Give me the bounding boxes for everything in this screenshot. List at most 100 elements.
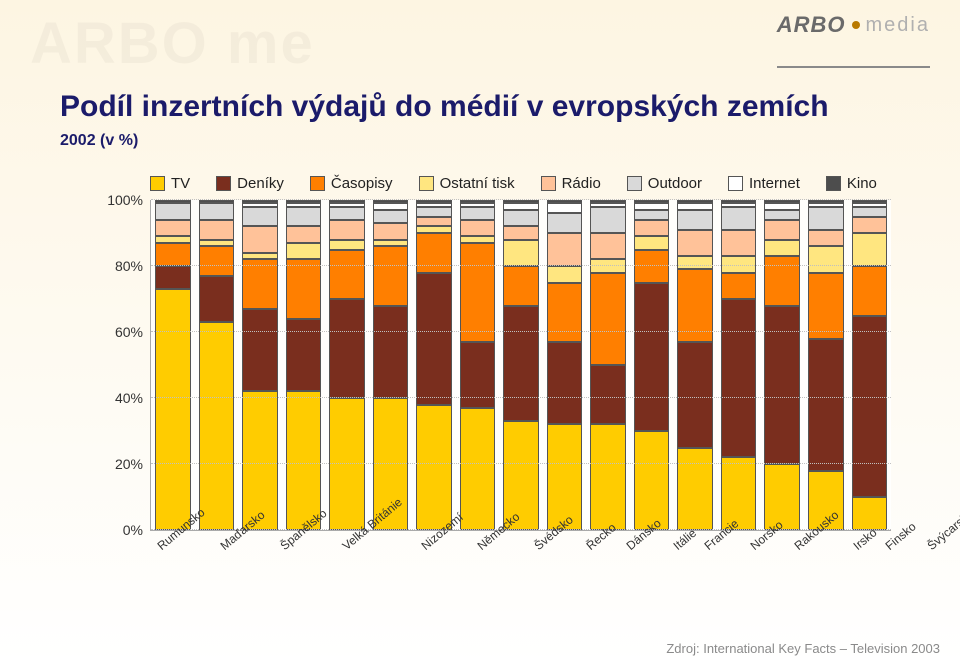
bar-segment xyxy=(808,207,844,230)
bar-column xyxy=(634,200,670,530)
bar-segment xyxy=(764,306,800,464)
bar-segment xyxy=(329,240,365,250)
brand-name: ARBO xyxy=(777,12,846,38)
bar-segment xyxy=(547,203,583,213)
gridline: 80% xyxy=(151,265,891,266)
bar-segment xyxy=(199,203,235,220)
legend-label: Outdoor xyxy=(648,175,702,192)
bar-segment xyxy=(286,226,322,243)
bar-segment xyxy=(764,256,800,306)
bar-segment xyxy=(460,236,496,243)
bar-segment xyxy=(416,226,452,233)
bar-segment xyxy=(329,398,365,530)
chart-x-labels: RumunskoMaďarskoŠpanělskoVelká BritánieN… xyxy=(150,534,890,548)
bar-segment xyxy=(677,203,713,210)
y-tick-label: 0% xyxy=(123,522,143,538)
legend-item: Deníky xyxy=(216,175,284,192)
bar-segment xyxy=(373,246,409,305)
bar-segment xyxy=(155,236,191,243)
bar-segment xyxy=(242,207,278,227)
bar-column xyxy=(547,200,583,530)
bar-column xyxy=(416,200,452,530)
bar-segment xyxy=(373,203,409,210)
bar-segment xyxy=(460,243,496,342)
bar-segment xyxy=(547,213,583,233)
bar-segment xyxy=(852,233,888,266)
bar-column xyxy=(677,200,713,530)
bar-segment xyxy=(416,405,452,530)
legend-item: Ostatní tisk xyxy=(419,175,515,192)
y-tick-label: 100% xyxy=(107,192,143,208)
legend-label: Ostatní tisk xyxy=(440,175,515,192)
bar-column xyxy=(503,200,539,530)
brand-suffix: media xyxy=(866,14,930,37)
bar-segment xyxy=(547,266,583,283)
legend-label: TV xyxy=(171,175,190,192)
slide-title: Podíl inzertních výdajů do médií v evrop… xyxy=(60,90,829,124)
bar-segment xyxy=(764,240,800,257)
bar-segment xyxy=(329,250,365,300)
bar-segment xyxy=(199,220,235,240)
y-tick-label: 80% xyxy=(115,258,143,274)
legend-label: Časopisy xyxy=(331,175,393,192)
legend-swatch xyxy=(627,176,642,191)
bar-segment xyxy=(677,256,713,269)
source-text: Zdroj: International Key Facts – Televis… xyxy=(666,641,940,656)
legend-swatch xyxy=(728,176,743,191)
bar-segment xyxy=(503,226,539,239)
bar-column xyxy=(373,200,409,530)
bar-segment xyxy=(155,289,191,530)
bar-segment xyxy=(373,210,409,223)
bar-segment xyxy=(852,207,888,217)
legend-item: TV xyxy=(150,175,190,192)
bar-segment xyxy=(634,250,670,283)
bar-segment xyxy=(590,233,626,259)
bar-segment xyxy=(721,273,757,299)
bar-segment xyxy=(416,233,452,273)
bar-segment xyxy=(764,220,800,240)
bar-segment xyxy=(764,203,800,210)
legend-item: Rádio xyxy=(541,175,601,192)
legend-swatch xyxy=(150,176,165,191)
bar-segment xyxy=(373,223,409,240)
bar-segment xyxy=(677,230,713,256)
bar-segment xyxy=(721,457,757,530)
bar-segment xyxy=(852,316,888,498)
bar-segment xyxy=(155,220,191,237)
chart-plot-area: 0%20%40%60%80%100% xyxy=(150,200,891,531)
bar-segment xyxy=(764,210,800,220)
legend-item: Internet xyxy=(728,175,800,192)
bar-segment xyxy=(242,309,278,392)
bar-segment xyxy=(547,283,583,342)
bar-column xyxy=(590,200,626,530)
bar-segment xyxy=(852,266,888,316)
bar-segment xyxy=(590,365,626,424)
bar-segment xyxy=(503,266,539,306)
bar-segment xyxy=(416,273,452,405)
bar-column xyxy=(199,200,235,530)
bar-segment xyxy=(373,240,409,247)
bar-segment xyxy=(199,240,235,247)
chart-bars xyxy=(151,200,891,530)
bar-segment xyxy=(634,220,670,237)
y-tick-label: 60% xyxy=(115,324,143,340)
gridline: 100% xyxy=(151,199,891,200)
bar-segment xyxy=(721,230,757,256)
bar-segment xyxy=(155,266,191,289)
bar-segment xyxy=(286,243,322,260)
bar-segment xyxy=(286,319,322,392)
watermark: ARBO me xyxy=(30,10,315,77)
legend-swatch xyxy=(419,176,434,191)
bar-segment xyxy=(503,306,539,422)
brand-logo: ARBO media xyxy=(777,12,930,38)
bar-column xyxy=(286,200,322,530)
bar-segment xyxy=(503,210,539,227)
y-tick-label: 20% xyxy=(115,456,143,472)
bar-segment xyxy=(416,207,452,217)
bar-segment xyxy=(242,226,278,252)
bar-segment xyxy=(199,322,235,530)
gridline: 40% xyxy=(151,397,891,398)
bar-segment xyxy=(503,240,539,266)
bar-column xyxy=(242,200,278,530)
gridline: 60% xyxy=(151,331,891,332)
